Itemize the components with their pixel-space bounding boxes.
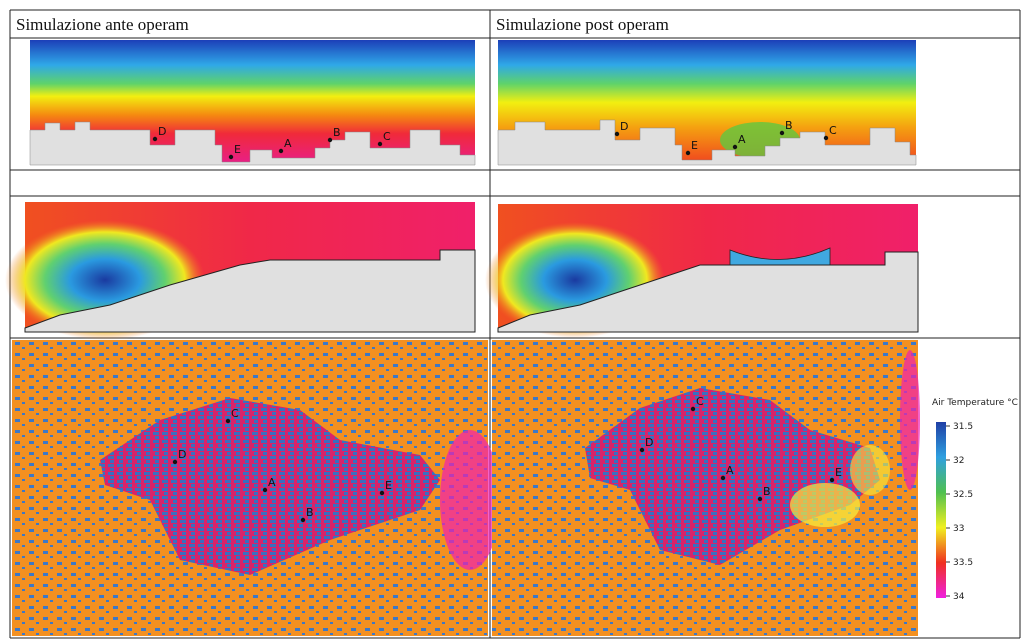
- point-label: D: [645, 436, 653, 449]
- point-marker: [300, 517, 306, 523]
- point-marker: [829, 477, 835, 483]
- section-image: [485, 204, 919, 338]
- map-image: [492, 340, 920, 636]
- point-marker: [823, 135, 829, 141]
- colorbar-tick-label: 32: [953, 456, 964, 466]
- section-image: [29, 40, 476, 166]
- point-marker: [327, 137, 333, 143]
- legend-title: Air Temperature °C: [932, 398, 1018, 408]
- point-marker: [172, 459, 178, 465]
- colorbar-tick-label: 33: [953, 524, 964, 534]
- point-label: D: [620, 120, 628, 133]
- point-marker: [720, 475, 726, 481]
- column-header: Simulazione ante operam: [16, 15, 189, 34]
- table-grid: [9, 9, 1021, 639]
- point-marker: [278, 148, 284, 154]
- column-header: Simulazione post operam: [496, 15, 669, 34]
- point-label: B: [306, 506, 314, 519]
- section-image: [497, 40, 917, 166]
- point-label: E: [835, 466, 842, 479]
- point-label: B: [785, 119, 793, 132]
- point-marker: [377, 141, 383, 147]
- point-marker: [639, 447, 645, 453]
- point-marker: [379, 490, 385, 496]
- point-marker: [690, 406, 696, 412]
- colorbar-tick-label: 33.5: [953, 558, 973, 568]
- point-marker: [262, 487, 268, 493]
- point-marker: [152, 136, 158, 142]
- point-label: A: [726, 464, 734, 477]
- point-label: B: [333, 126, 341, 139]
- point-marker: [757, 496, 763, 502]
- point-label: B: [763, 485, 771, 498]
- point-label: A: [268, 476, 276, 489]
- colorbar: [936, 422, 946, 598]
- point-marker: [614, 131, 620, 137]
- point-label: D: [178, 448, 186, 461]
- point-label: C: [383, 130, 391, 143]
- colorbar-tick-label: 32.5: [953, 490, 973, 500]
- point-label: A: [738, 133, 746, 146]
- point-label: E: [385, 479, 392, 492]
- point-label: D: [158, 125, 166, 138]
- section-image: [5, 202, 476, 340]
- point-label: E: [234, 143, 241, 156]
- point-marker: [685, 150, 691, 156]
- point-label: C: [696, 395, 704, 408]
- point-label: C: [231, 407, 239, 420]
- point-label: E: [691, 139, 698, 152]
- point-marker: [732, 144, 738, 150]
- point-marker: [228, 154, 234, 160]
- point-marker: [225, 418, 231, 424]
- colorbar-tick-label: 31.5: [953, 422, 973, 432]
- colorbar-tick-label: 34: [953, 592, 965, 602]
- point-label: A: [284, 137, 292, 150]
- map-image: [12, 340, 500, 636]
- point-marker: [779, 130, 785, 136]
- point-label: C: [829, 124, 837, 137]
